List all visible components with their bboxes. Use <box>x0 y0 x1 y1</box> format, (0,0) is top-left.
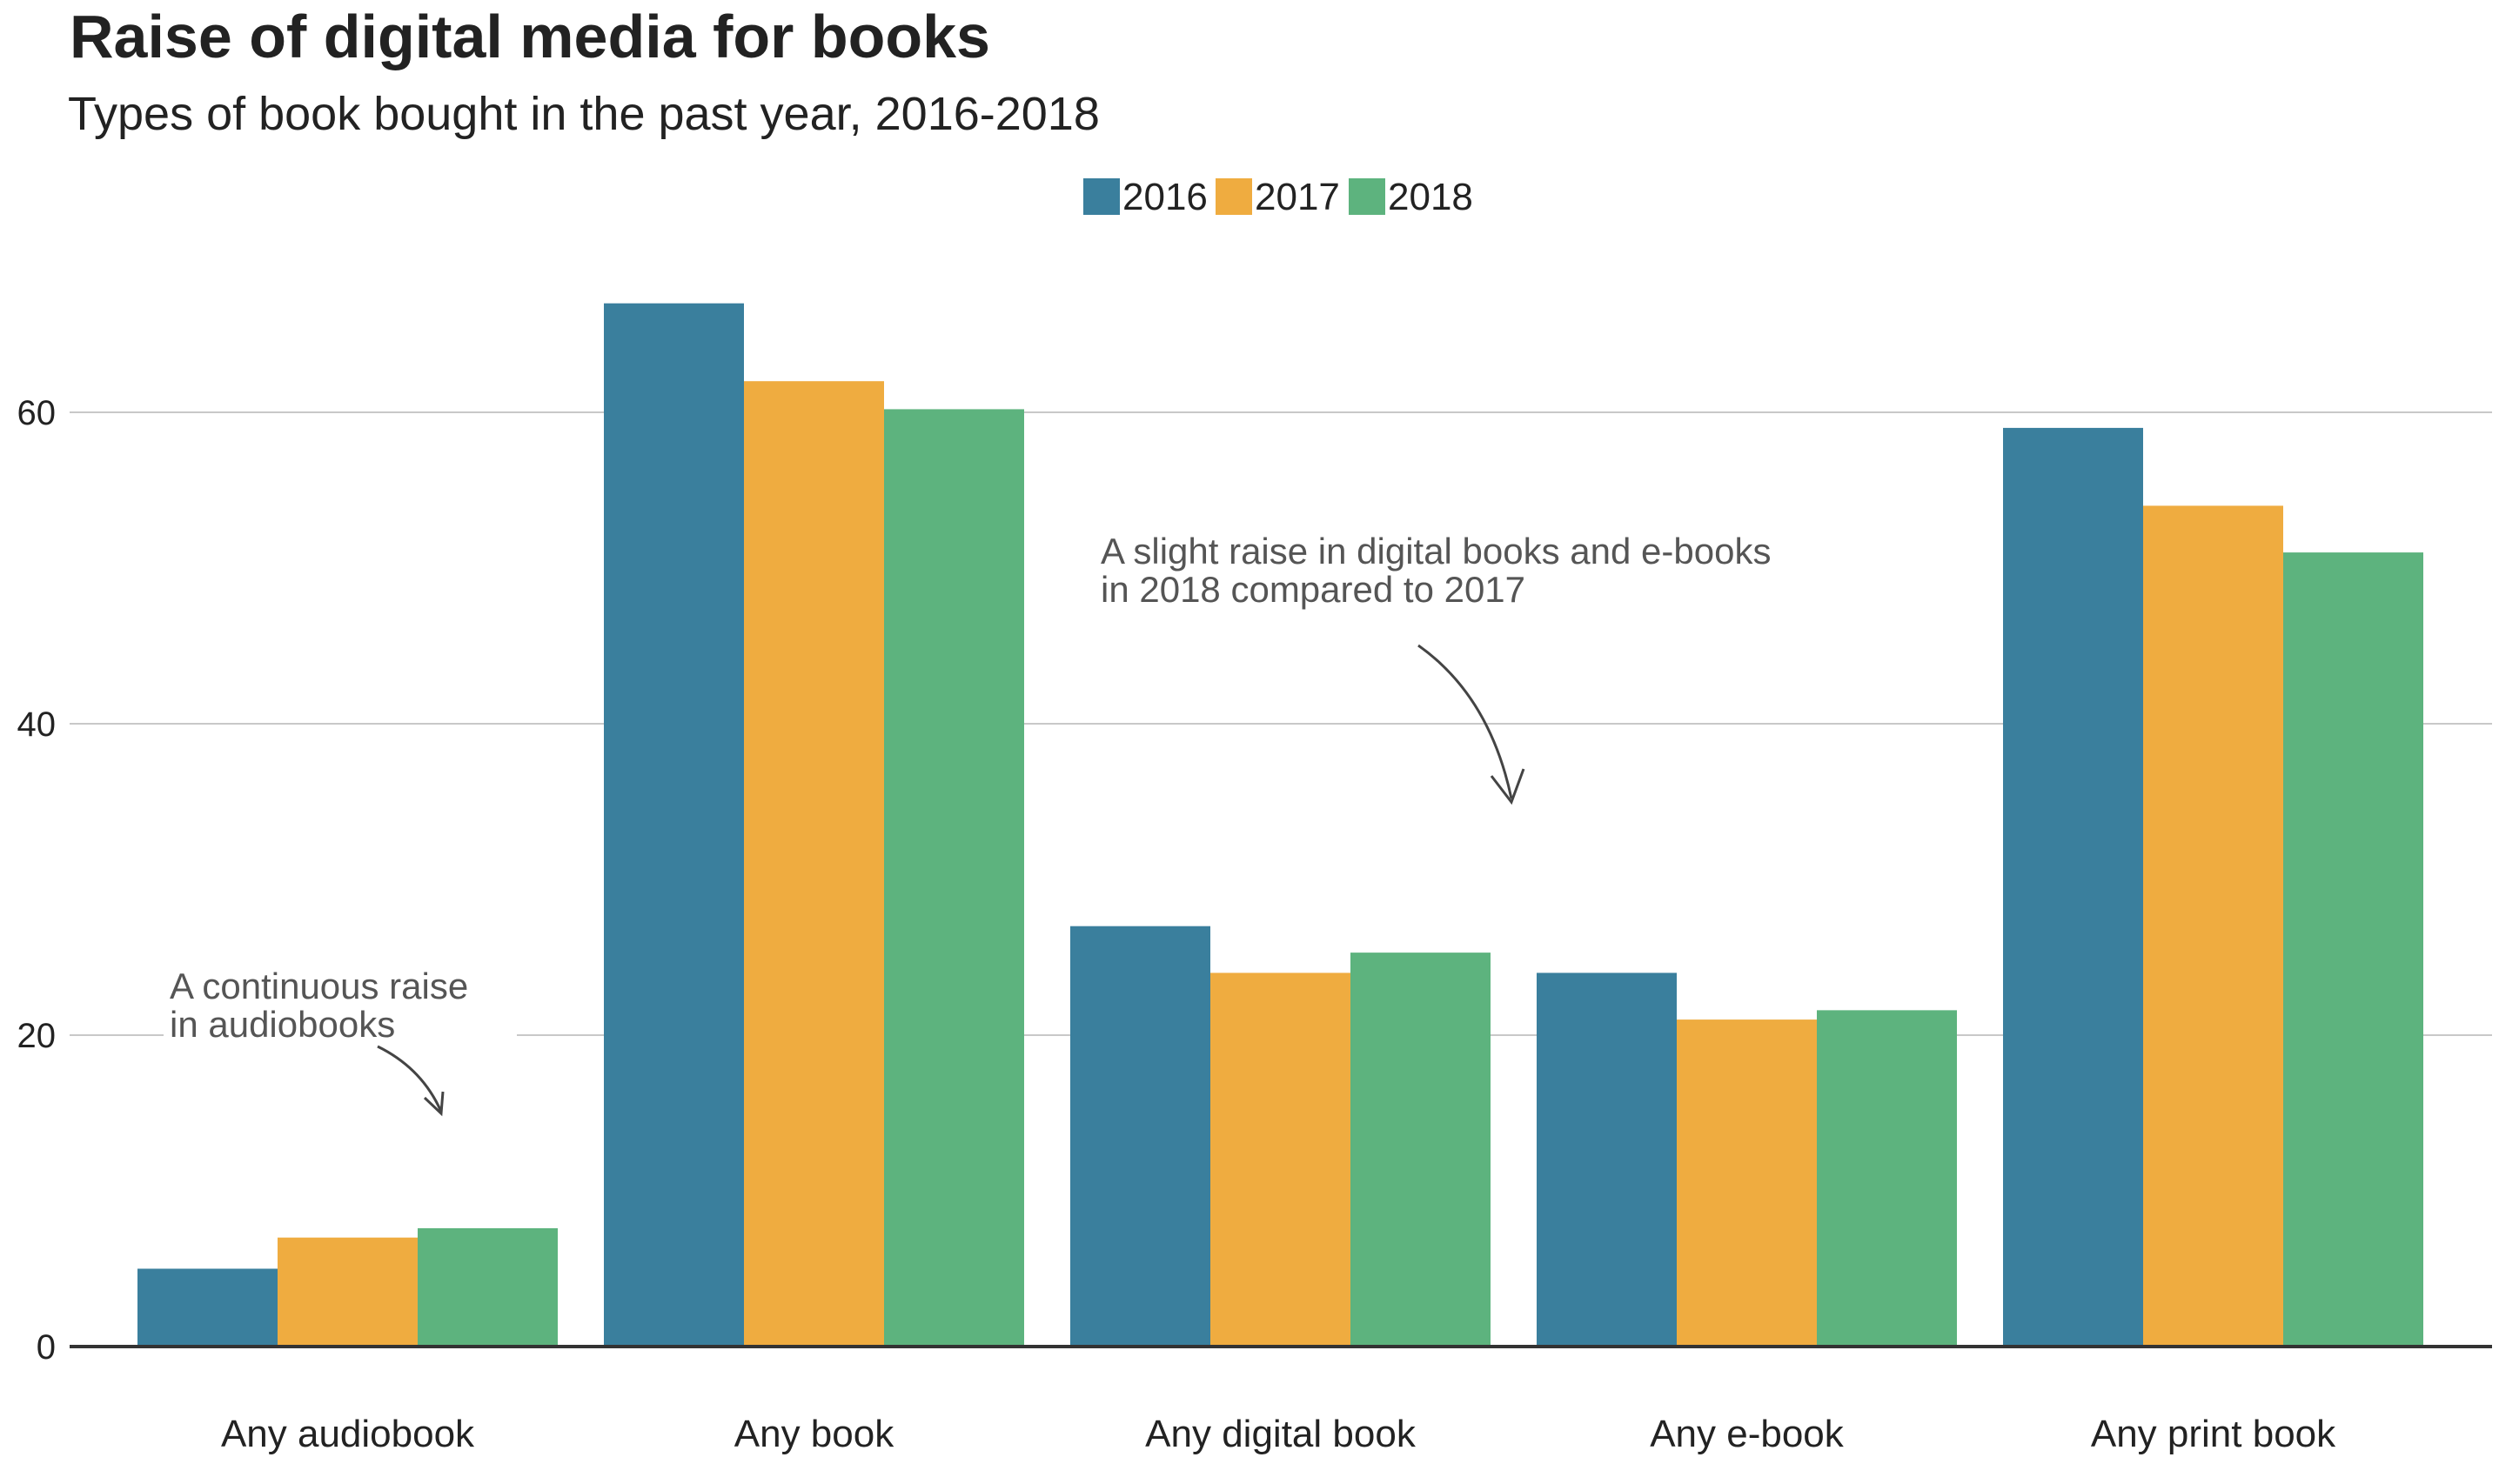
annotation-text-audiobooks: A continuous raise in audiobooks <box>170 966 468 1045</box>
bar-2017 <box>744 381 884 1347</box>
annotation-line: in 2018 compared to 2017 <box>1101 569 1525 610</box>
bar-2016 <box>1537 973 1677 1347</box>
y-tick-label: 20 <box>17 1017 57 1055</box>
annotation-line: in audiobooks <box>170 1004 395 1045</box>
y-tick-label: 60 <box>17 394 57 432</box>
annotation-arrow-digital <box>1417 644 1513 799</box>
y-tick-label: 40 <box>17 705 57 744</box>
bar-2016 <box>137 1268 278 1347</box>
legend-label-2018: 2018 <box>1388 176 1473 218</box>
x-tick-label: Any audiobook <box>221 1413 475 1455</box>
bar-2016 <box>1070 926 1210 1347</box>
bar-2018 <box>884 409 1024 1347</box>
bar-2017 <box>2143 505 2283 1347</box>
legend-label-2017: 2017 <box>1255 176 1340 218</box>
annotation-arrowhead-digital <box>1490 768 1525 806</box>
y-tick-label: 0 <box>37 1328 56 1367</box>
legend-label-2016: 2016 <box>1122 176 1208 218</box>
annotation-background <box>164 962 517 1042</box>
chart-subtitle: Types of book bought in the past year, 2… <box>68 88 1100 140</box>
bar-2018 <box>1350 953 1491 1347</box>
annotation-line: A continuous raise <box>170 966 468 1006</box>
bar-2016 <box>2003 427 2143 1347</box>
legend-swatch-2017 <box>1216 178 1252 215</box>
legend-swatch-2018 <box>1349 178 1385 215</box>
x-tick-label: Any e-book <box>1650 1413 1845 1455</box>
annotations: A continuous raise in audiobooks A slight … <box>164 531 1771 1117</box>
x-tick-label: Any book <box>734 1413 894 1455</box>
legend-swatch-2016 <box>1083 178 1120 215</box>
bars <box>137 303 2423 1347</box>
annotation-arrowhead-audiobooks <box>423 1091 445 1117</box>
legend: 2016 2017 2018 <box>1083 176 1473 218</box>
bar-2017 <box>1210 973 1350 1347</box>
x-tick-label: Any print book <box>2091 1413 2336 1455</box>
bar-2018 <box>2283 552 2423 1347</box>
annotation-text-digital: A slight raise in digital books and e-bo… <box>1101 531 1771 610</box>
bar-2017 <box>1677 1019 1817 1347</box>
bar-2017 <box>278 1237 418 1347</box>
bar-2018 <box>1817 1010 1957 1347</box>
bar-2018 <box>418 1227 558 1347</box>
axes: 0 20 40 60 Any audiobook Any book Any digital … <box>17 394 2492 1455</box>
annotation-line: A slight raise in digital books and e-bo… <box>1101 531 1771 572</box>
annotation-arrow-audiobooks <box>377 1045 443 1113</box>
bar-2016 <box>604 303 744 1347</box>
x-tick-label: Any digital book <box>1145 1413 1417 1455</box>
chart-title: Raise of digital media for books <box>70 3 990 70</box>
